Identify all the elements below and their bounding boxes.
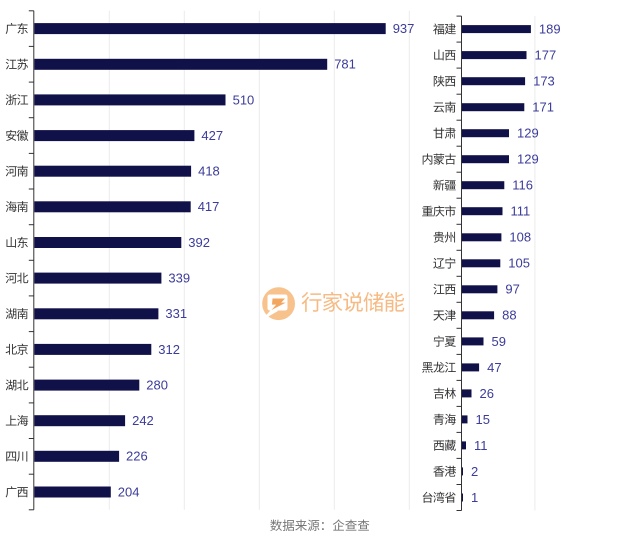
svg-text:116: 116 (512, 178, 533, 193)
svg-text:129: 129 (517, 126, 539, 141)
svg-text:781: 781 (334, 57, 356, 72)
svg-text:171: 171 (532, 100, 554, 115)
svg-text:312: 312 (158, 342, 180, 357)
svg-text:15: 15 (476, 412, 490, 427)
svg-text:108: 108 (509, 230, 531, 245)
svg-text:339: 339 (168, 271, 190, 286)
svg-text:189: 189 (539, 22, 561, 37)
svg-text:88: 88 (502, 308, 516, 323)
svg-text:510: 510 (233, 92, 255, 107)
svg-text:331: 331 (165, 306, 187, 321)
svg-text:11: 11 (474, 438, 488, 453)
svg-text:1: 1 (471, 490, 478, 505)
svg-text:97: 97 (505, 282, 519, 297)
svg-text:242: 242 (132, 413, 154, 428)
svg-text:47: 47 (487, 360, 501, 375)
svg-text:418: 418 (198, 164, 220, 179)
svg-text:392: 392 (188, 235, 210, 250)
svg-text:226: 226 (126, 449, 148, 464)
svg-text:427: 427 (201, 128, 223, 143)
svg-text:59: 59 (492, 334, 506, 349)
svg-text:105: 105 (508, 256, 530, 271)
svg-text:129: 129 (517, 152, 539, 167)
svg-text:173: 173 (533, 74, 555, 89)
svg-text:177: 177 (535, 48, 557, 63)
svg-text:26: 26 (480, 386, 494, 401)
svg-text:280: 280 (146, 378, 168, 393)
svg-text:111: 111 (511, 204, 531, 219)
svg-text:417: 417 (198, 199, 220, 214)
svg-text:2: 2 (471, 464, 478, 479)
svg-text:937: 937 (393, 21, 415, 36)
svg-text:204: 204 (118, 484, 140, 499)
